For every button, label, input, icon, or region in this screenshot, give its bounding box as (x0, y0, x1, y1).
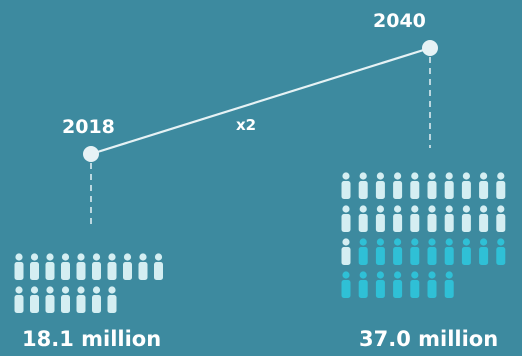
person-icon-2018-17 (107, 286, 117, 313)
person-icon-2018-3 (45, 253, 55, 280)
year-label-2040: 2040 (373, 10, 426, 32)
point-2040 (422, 40, 438, 56)
person-icon-2040-26 (427, 238, 437, 265)
person-icon-2040-27 (444, 238, 454, 265)
person-icon-2018-16 (92, 286, 101, 313)
person-icon-2040-24 (393, 238, 403, 265)
multiplier-label: x2 (236, 116, 257, 134)
point-2018 (83, 146, 99, 162)
person-icon-2040-11 (341, 205, 351, 232)
person-icon-2018-8 (123, 253, 132, 280)
person-icon-2018-11 (14, 286, 24, 313)
person-icon-2040-12 (358, 205, 368, 232)
person-icon-2040-37 (444, 271, 454, 298)
person-icon-2040-8 (461, 172, 471, 199)
person-icon-2040-31 (341, 271, 351, 298)
person-icon-2018-1 (14, 253, 24, 280)
person-icon-2040-20 (496, 205, 506, 232)
person-icon-2040-30 (496, 238, 506, 265)
person-icon-2040-21 (341, 238, 351, 265)
person-icon-2040-28 (461, 238, 471, 265)
person-icon-2018-7 (107, 253, 117, 280)
person-icon-2040-33 (375, 271, 385, 298)
person-icon-2040-5 (410, 172, 420, 199)
person-icon-2040-1 (341, 172, 351, 199)
person-icon-2040-22 (358, 238, 368, 265)
value-label-2018: 18.1 million (22, 327, 162, 351)
icon-group-2040 (341, 172, 506, 298)
person-icon-2018-2 (30, 253, 39, 280)
person-icon-2040-6 (427, 172, 437, 199)
person-icon-2018-14 (61, 286, 70, 313)
person-icon-2040-9 (479, 172, 489, 199)
person-icon-2040-4 (393, 172, 403, 199)
person-icon-2018-10 (154, 253, 163, 280)
person-icon-2040-19 (479, 205, 489, 232)
person-icon-2040-17 (444, 205, 454, 232)
person-icon-2040-3 (375, 172, 385, 199)
person-icon-2040-16 (427, 205, 437, 232)
person-icon-2040-7 (444, 172, 454, 199)
person-icon-2040-10 (496, 172, 506, 199)
person-icon-2018-9 (138, 253, 148, 280)
person-icon-2040-34 (393, 271, 403, 298)
person-icon-2040-2 (358, 172, 368, 199)
value-label-2040: 37.0 million (359, 327, 499, 351)
person-icon-2040-18 (461, 205, 471, 232)
person-icon-2018-12 (30, 286, 39, 313)
person-icon-2040-13 (375, 205, 385, 232)
person-icon-2040-15 (410, 205, 420, 232)
icon-group-2018 (14, 253, 163, 313)
person-icon-2018-15 (76, 286, 86, 313)
person-icon-2040-14 (393, 205, 403, 232)
person-icon-2040-25 (410, 238, 420, 265)
person-icon-2040-35 (410, 271, 420, 298)
person-icon-2040-36 (427, 271, 437, 298)
person-icon-2018-5 (76, 253, 86, 280)
person-icon-2040-32 (358, 271, 368, 298)
year-label-2018: 2018 (62, 116, 115, 138)
person-icon-2018-6 (92, 253, 101, 280)
person-icon-2018-4 (61, 253, 70, 280)
person-icon-2018-13 (45, 286, 55, 313)
person-icon-2040-23 (375, 238, 385, 265)
trend-line (90, 46, 431, 156)
person-icon-2040-29 (479, 238, 489, 265)
